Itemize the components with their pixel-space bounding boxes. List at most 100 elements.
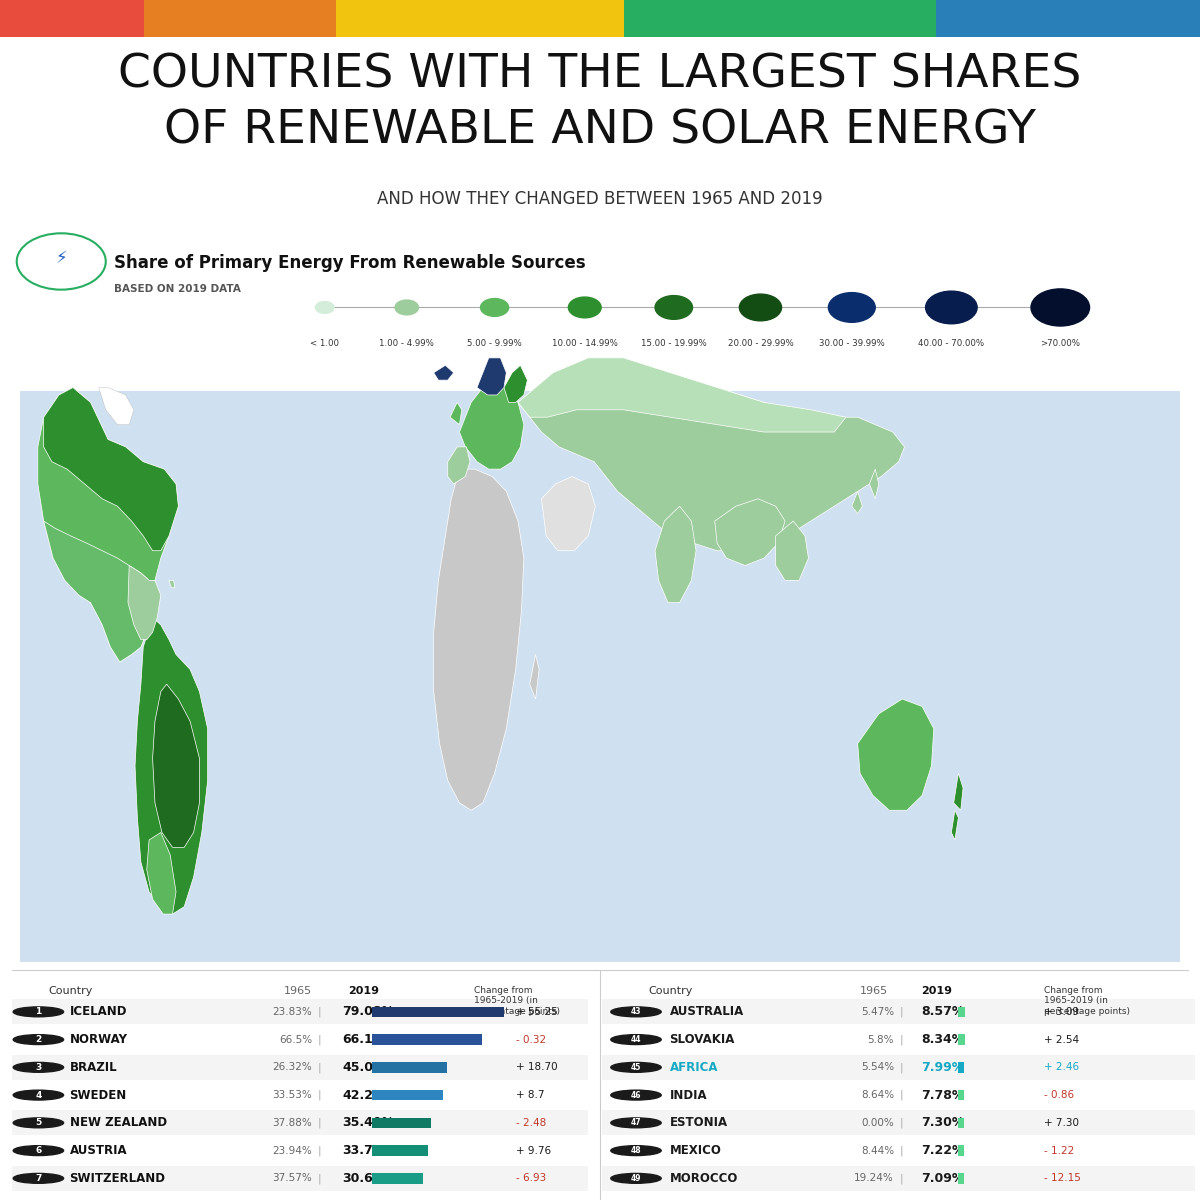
Text: |: |: [900, 1007, 904, 1018]
Polygon shape: [169, 581, 175, 588]
Text: 33.53%: 33.53%: [272, 1090, 312, 1100]
Polygon shape: [98, 388, 134, 425]
Circle shape: [611, 1174, 661, 1183]
Text: 10.00 - 14.99%: 10.00 - 14.99%: [552, 340, 618, 348]
Text: AUSTRALIA: AUSTRALIA: [670, 1006, 744, 1019]
Circle shape: [13, 1118, 64, 1128]
Circle shape: [13, 1062, 64, 1073]
Text: AND HOW THEY CHANGED BETWEEN 1965 AND 2019: AND HOW THEY CHANGED BETWEEN 1965 AND 20…: [377, 190, 823, 208]
Bar: [372, 1146, 428, 1156]
Text: 23.94%: 23.94%: [272, 1146, 312, 1156]
Polygon shape: [450, 402, 462, 425]
Text: 19.24%: 19.24%: [854, 1174, 894, 1183]
Polygon shape: [952, 810, 959, 840]
Circle shape: [17, 233, 106, 289]
Polygon shape: [152, 684, 199, 847]
Text: 7: 7: [35, 1174, 42, 1183]
Bar: [958, 1062, 965, 1073]
Circle shape: [480, 299, 509, 317]
Text: 7.78%: 7.78%: [922, 1088, 965, 1102]
Text: < 1.00: < 1.00: [311, 340, 340, 348]
Circle shape: [611, 1118, 661, 1128]
Text: |: |: [900, 1062, 904, 1073]
Polygon shape: [433, 365, 454, 380]
Text: 23.83%: 23.83%: [272, 1007, 312, 1016]
Circle shape: [828, 293, 875, 323]
Circle shape: [13, 1007, 64, 1016]
Bar: [602, 1110, 1195, 1135]
Bar: [936, 0, 1200, 37]
Text: 7.09%: 7.09%: [922, 1172, 965, 1184]
Bar: [602, 1055, 1195, 1080]
Bar: [958, 1090, 964, 1100]
Polygon shape: [433, 469, 524, 810]
Polygon shape: [655, 506, 696, 602]
Polygon shape: [518, 358, 905, 551]
Text: Change from
1965-2019 (in
percentage points): Change from 1965-2019 (in percentage poi…: [1044, 986, 1130, 1015]
Bar: [602, 1000, 1195, 1025]
Text: 45: 45: [631, 1063, 641, 1072]
Text: + 8.7: + 8.7: [516, 1090, 545, 1100]
Text: Share of Primary Energy From Renewable Sources: Share of Primary Energy From Renewable S…: [114, 254, 586, 272]
Polygon shape: [460, 380, 524, 469]
Polygon shape: [852, 491, 863, 514]
Text: |: |: [900, 1034, 904, 1045]
Text: |: |: [900, 1145, 904, 1156]
Text: 35.40%: 35.40%: [342, 1116, 394, 1129]
Text: 2019: 2019: [922, 986, 953, 996]
Text: + 3.09: + 3.09: [1044, 1007, 1079, 1016]
Text: AUSTRIA: AUSTRIA: [70, 1144, 127, 1157]
Bar: [12, 1110, 588, 1135]
Text: ICELAND: ICELAND: [70, 1006, 127, 1019]
Bar: [372, 1062, 448, 1073]
Polygon shape: [43, 521, 155, 662]
Circle shape: [569, 298, 601, 318]
Text: |: |: [318, 1117, 322, 1128]
Text: 49: 49: [631, 1174, 641, 1183]
Text: 5.54%: 5.54%: [860, 1062, 894, 1073]
Text: >70.00%: >70.00%: [1040, 340, 1080, 348]
Text: |: |: [900, 1174, 904, 1183]
Polygon shape: [448, 446, 470, 484]
Bar: [958, 1007, 965, 1018]
Text: 40.00 - 70.00%: 40.00 - 70.00%: [918, 340, 984, 348]
Text: + 18.70: + 18.70: [516, 1062, 558, 1073]
Text: 1965: 1965: [284, 986, 312, 996]
Text: 1: 1: [35, 1007, 42, 1016]
Text: 4: 4: [35, 1091, 42, 1099]
Polygon shape: [715, 499, 785, 565]
Circle shape: [925, 292, 977, 324]
Text: 8.57%: 8.57%: [922, 1006, 965, 1019]
Polygon shape: [858, 700, 934, 810]
Circle shape: [611, 1034, 661, 1044]
Text: |: |: [318, 1145, 322, 1156]
Text: 8.64%: 8.64%: [860, 1090, 894, 1100]
Text: 15.00 - 19.99%: 15.00 - 19.99%: [641, 340, 707, 348]
Polygon shape: [146, 833, 176, 914]
Text: NEW ZEALAND: NEW ZEALAND: [70, 1116, 167, 1129]
Text: + 55.25: + 55.25: [516, 1007, 558, 1016]
Bar: [372, 1174, 424, 1183]
Text: 42.24%: 42.24%: [342, 1088, 395, 1102]
Text: - 12.15: - 12.15: [1044, 1174, 1081, 1183]
Text: SWEDEN: SWEDEN: [70, 1088, 127, 1102]
Bar: [20, 391, 1180, 962]
Text: + 9.76: + 9.76: [516, 1146, 551, 1156]
Text: 1965: 1965: [860, 986, 888, 996]
Polygon shape: [504, 365, 527, 402]
Text: + 2.54: + 2.54: [1044, 1034, 1079, 1044]
Polygon shape: [541, 476, 595, 551]
Polygon shape: [43, 388, 179, 551]
Bar: [0, 0, 144, 37]
Text: MEXICO: MEXICO: [670, 1144, 721, 1157]
Text: 5.00 - 9.99%: 5.00 - 9.99%: [467, 340, 522, 348]
Circle shape: [395, 300, 419, 314]
Text: 8.34%: 8.34%: [922, 1033, 965, 1046]
Circle shape: [611, 1062, 661, 1073]
Text: |: |: [900, 1090, 904, 1100]
Bar: [372, 1090, 443, 1100]
Circle shape: [316, 301, 334, 313]
Text: 45.02%: 45.02%: [342, 1061, 395, 1074]
Text: 30.00 - 39.99%: 30.00 - 39.99%: [818, 340, 884, 348]
Text: 8.44%: 8.44%: [860, 1146, 894, 1156]
